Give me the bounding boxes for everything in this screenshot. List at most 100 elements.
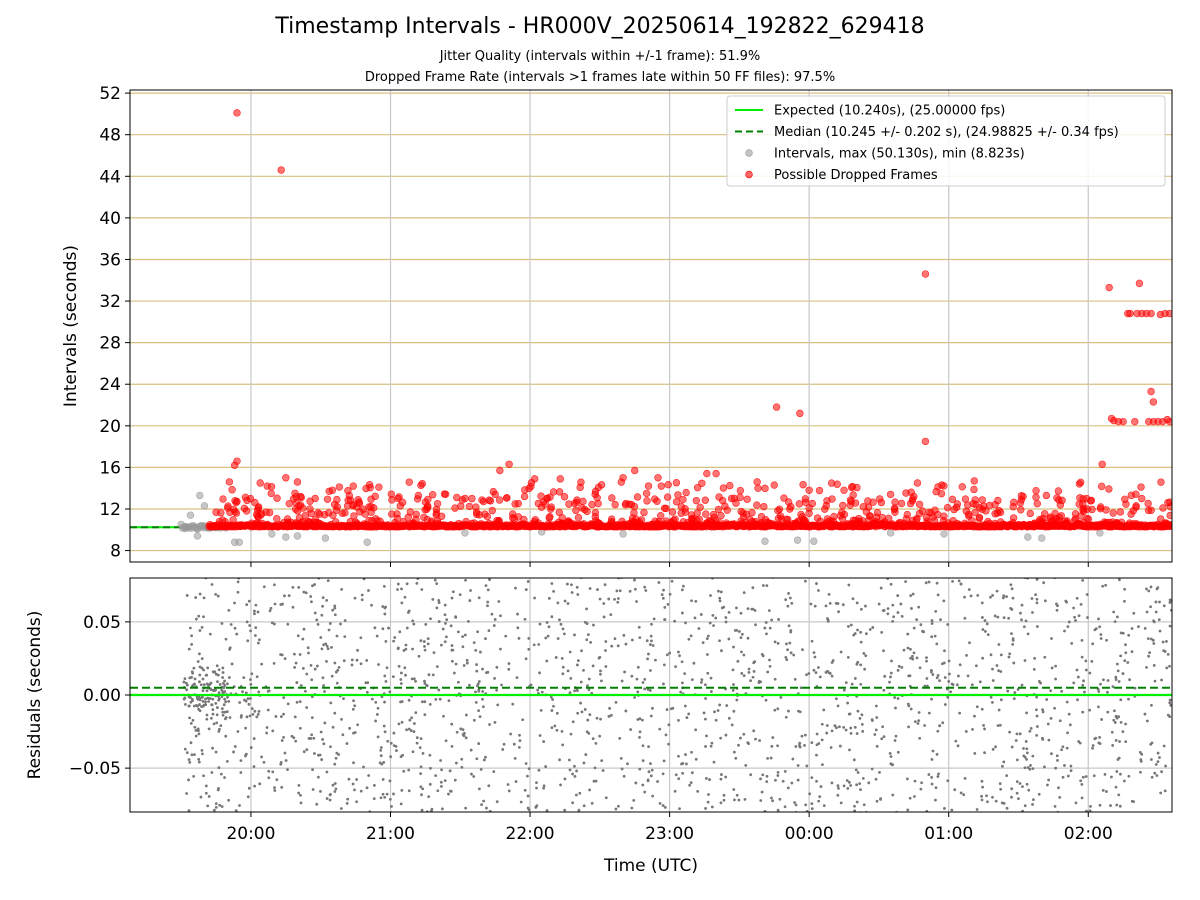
residual-point [980,794,983,798]
residual-point [607,813,610,816]
residual-point [367,589,370,592]
residual-point [991,594,995,597]
residual-point [196,660,200,663]
dropped-frame-point [1131,417,1139,426]
dropped-frame-point [296,501,305,509]
residual-point [1154,763,1158,766]
residual-point [312,736,316,740]
dropped-frame-point [965,510,973,519]
residual-point [891,793,895,797]
residual-point [1145,587,1148,591]
residual-point [189,741,193,745]
residual-point [1027,788,1031,792]
dropped-frame-point [896,518,904,527]
residual-point [554,656,558,659]
residual-point [930,697,933,701]
residual-point [881,725,885,729]
residual-point [500,683,503,687]
residual-point [681,574,684,577]
dropped-frame-point [823,497,831,505]
dropped-frame-point [1137,483,1145,491]
residual-point [1152,664,1156,667]
residual-point [1124,643,1127,647]
residual-point [761,773,765,777]
residual-point [833,724,837,728]
residual-point [573,633,576,637]
residual-point [567,758,571,762]
residual-point [681,771,685,775]
residual-point [614,701,618,704]
residual-point [1143,627,1147,630]
residual-point [222,681,225,685]
residual-point [761,654,765,658]
residual-point [482,575,485,578]
residual-point [1102,678,1105,682]
residual-point [201,752,204,756]
residual-point [535,786,538,790]
residual-point [643,585,647,589]
residual-point [214,701,218,705]
residual-point [706,653,709,656]
residual-point [307,651,310,655]
dropped-frame-point [578,504,586,512]
residual-point [680,660,684,664]
residual-point [225,760,229,763]
residual-point [930,622,934,625]
residual-point [982,723,985,727]
residual-point [815,743,819,747]
residual-point [1123,659,1127,663]
residual-point [383,796,387,799]
residual-point [252,765,256,768]
residual-point [1127,697,1130,701]
residual-point [836,704,840,708]
dropped-frame-point [1079,507,1088,516]
residual-point [436,789,440,793]
residual-point [1065,746,1069,750]
residual-point [861,776,865,780]
residual-point [272,661,276,665]
residual-point [1085,593,1089,596]
residual-point [1094,627,1098,631]
residual-point [244,754,247,758]
residual-point [499,647,502,651]
residual-point [547,596,551,600]
residual-point [733,798,736,802]
dropped-frame-point [440,490,449,498]
residual-point [763,626,767,630]
residual-point [890,659,893,663]
residual-point [1028,767,1032,771]
dropped-frame-point [591,513,599,521]
intervals-y-tick-label: 44 [99,167,121,187]
residual-point [685,716,689,719]
residual-point [291,585,295,589]
residual-point [663,618,667,621]
residual-point [638,767,642,771]
residual-point [1026,766,1030,769]
residual-point [598,597,602,601]
residual-point [461,645,465,649]
residual-point [326,579,330,583]
residual-point [730,723,734,727]
residual-point [656,780,659,783]
dropped-frame-point [1076,478,1085,487]
residual-point [749,679,753,683]
residual-point [274,715,278,718]
dropped-frame-point [958,483,966,491]
residual-point [542,786,546,790]
residual-point [545,809,549,812]
residual-point [646,657,649,661]
residual-point [521,718,525,722]
residual-point [399,682,403,685]
residual-point [575,585,579,589]
residual-point [771,736,775,739]
intervals-y-axis-label: Intervals (seconds) [61,245,81,407]
residual-point [950,808,954,812]
residual-point [316,775,320,779]
residual-point [817,799,821,803]
residual-point [320,647,324,651]
residual-point [918,736,922,740]
residual-point [925,809,929,812]
residual-point [431,673,435,677]
residual-point [906,808,910,812]
dropped-frame-point [306,497,314,505]
